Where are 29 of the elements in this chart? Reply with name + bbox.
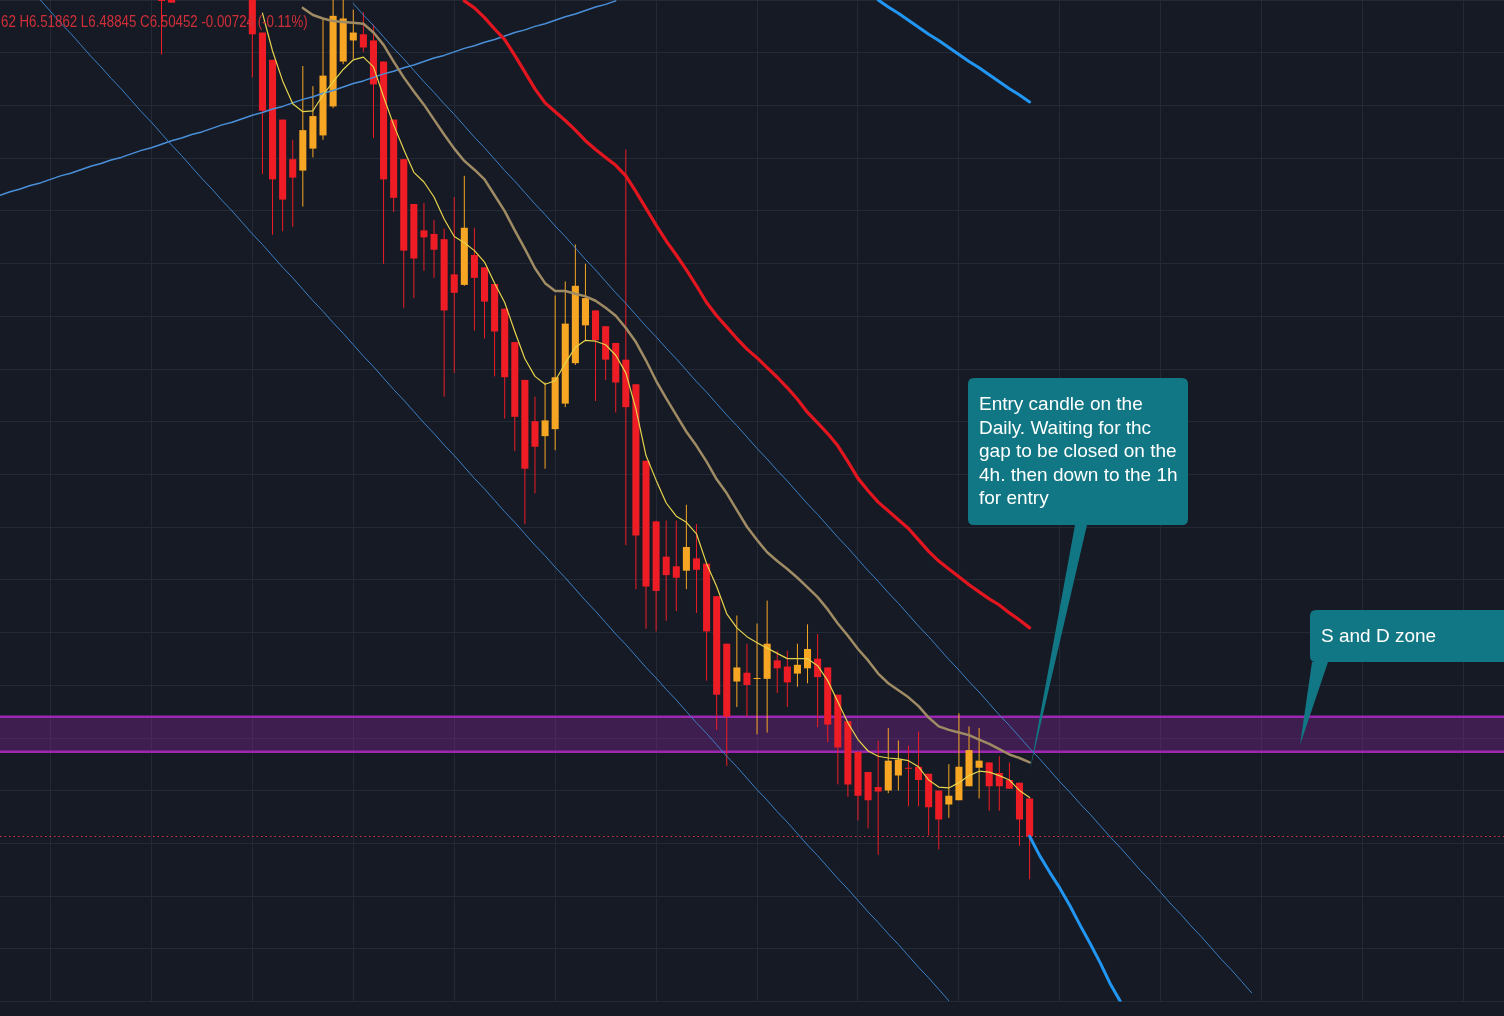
- candlestick: [662, 520, 670, 622]
- candlestick: [975, 727, 983, 799]
- candlestick: [420, 202, 428, 272]
- candlestick: [773, 650, 781, 694]
- candlestick: [753, 622, 761, 735]
- candlestick: [1005, 761, 1013, 790]
- candlestick: [894, 739, 902, 792]
- candlestick: [803, 623, 812, 684]
- candlestick: [450, 196, 458, 374]
- candlestick: [359, 11, 367, 53]
- candlestick: [622, 148, 630, 546]
- candlestick: [470, 227, 478, 332]
- annotation: S and D zone: [1321, 624, 1438, 648]
- candlestick: [945, 763, 953, 819]
- candlestick: [874, 739, 882, 856]
- candlestick: [672, 520, 680, 612]
- candlestick: [793, 643, 801, 688]
- annotation: Entry candle on the Daily. Waiting for thc gap to be closed on the 4h. then down to the 1h for entry: [979, 392, 1179, 510]
- candlestick: [783, 650, 791, 708]
- candlestick: [692, 523, 701, 614]
- candlestick: [985, 761, 993, 812]
- candlestick: [733, 615, 741, 708]
- candlestick: [682, 504, 690, 590]
- candlestick: [904, 745, 912, 807]
- candlestick: [743, 643, 751, 718]
- candlestick: [289, 139, 297, 228]
- candlestick: [915, 731, 923, 807]
- candlestick: [541, 382, 549, 470]
- candlestick: [430, 219, 438, 279]
